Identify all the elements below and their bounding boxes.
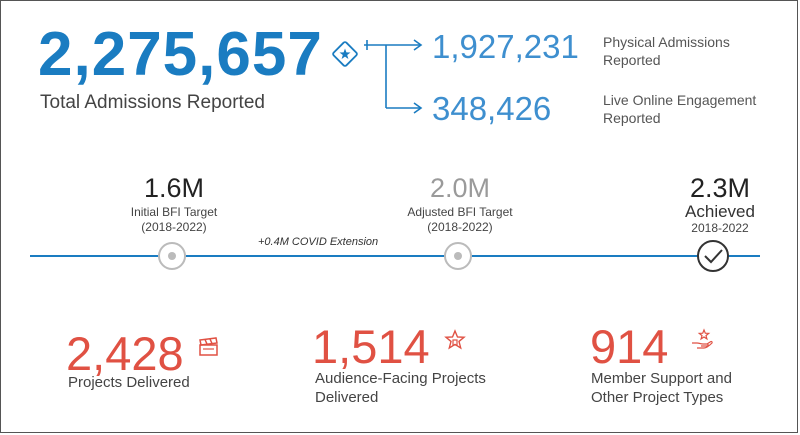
achieved-label: Achieved <box>685 202 755 221</box>
adjusted-target-value: 2.0M <box>429 173 491 203</box>
physical-admissions-label: Physical Admissions Reported <box>603 33 730 69</box>
total-admissions-label: Total Admissions Reported <box>40 92 265 113</box>
adjusted-target-label: Adjusted BFI Target <box>407 205 513 219</box>
hand-star-icon <box>692 328 713 349</box>
member-support-label-line2: Other Project Types <box>591 389 724 406</box>
clapperboard-icon <box>199 337 218 356</box>
initial-target-value: 1.6M <box>143 173 205 203</box>
projects-delivered-value: 2,428 <box>66 327 184 380</box>
online-engagement-label-line1: Live Online Engagement <box>603 92 757 108</box>
covid-extension-label: +0.4M COVID Extension <box>258 236 379 248</box>
star-award-icon <box>444 329 466 350</box>
adjusted-target-marker <box>444 242 472 270</box>
initial-target-label: Initial BFI Target <box>130 205 218 219</box>
online-engagement-label: Live Online Engagement Reported <box>603 91 756 127</box>
member-support-value: 914 <box>590 320 669 373</box>
online-engagement-value: 348,426 <box>432 90 552 127</box>
member-support-label-line1: Member Support and <box>591 370 732 387</box>
audience-projects-label: Audience-Facing Projects Delivered <box>315 369 486 407</box>
achieved-checkmark-icon <box>697 240 729 272</box>
projects-delivered-label: Projects Delivered <box>68 374 190 391</box>
initial-target-period: (2018-2022) <box>141 220 207 234</box>
member-support-label: Member Support and Other Project Types <box>591 369 732 407</box>
online-engagement-label-line2: Reported <box>603 110 661 126</box>
total-admissions-value: 2,275,657 <box>38 20 323 89</box>
achieved-period: 2018-2022 <box>691 221 749 235</box>
adjusted-target-period: (2018-2022) <box>427 220 493 234</box>
breakdown-connector <box>364 39 423 114</box>
physical-admissions-label-line1: Physical Admissions <box>603 34 730 50</box>
audience-projects-label-line1: Audience-Facing Projects <box>315 370 486 387</box>
timeline <box>30 240 760 272</box>
audience-projects-value: 1,514 <box>312 320 430 373</box>
achieved-value: 2.3M <box>689 173 751 203</box>
physical-admissions-label-line2: Reported <box>603 52 661 68</box>
initial-target-marker <box>158 242 186 270</box>
physical-admissions-value: 1,927,231 <box>432 28 579 65</box>
ticket-icon <box>332 41 358 67</box>
audience-projects-label-line2: Delivered <box>315 389 379 406</box>
